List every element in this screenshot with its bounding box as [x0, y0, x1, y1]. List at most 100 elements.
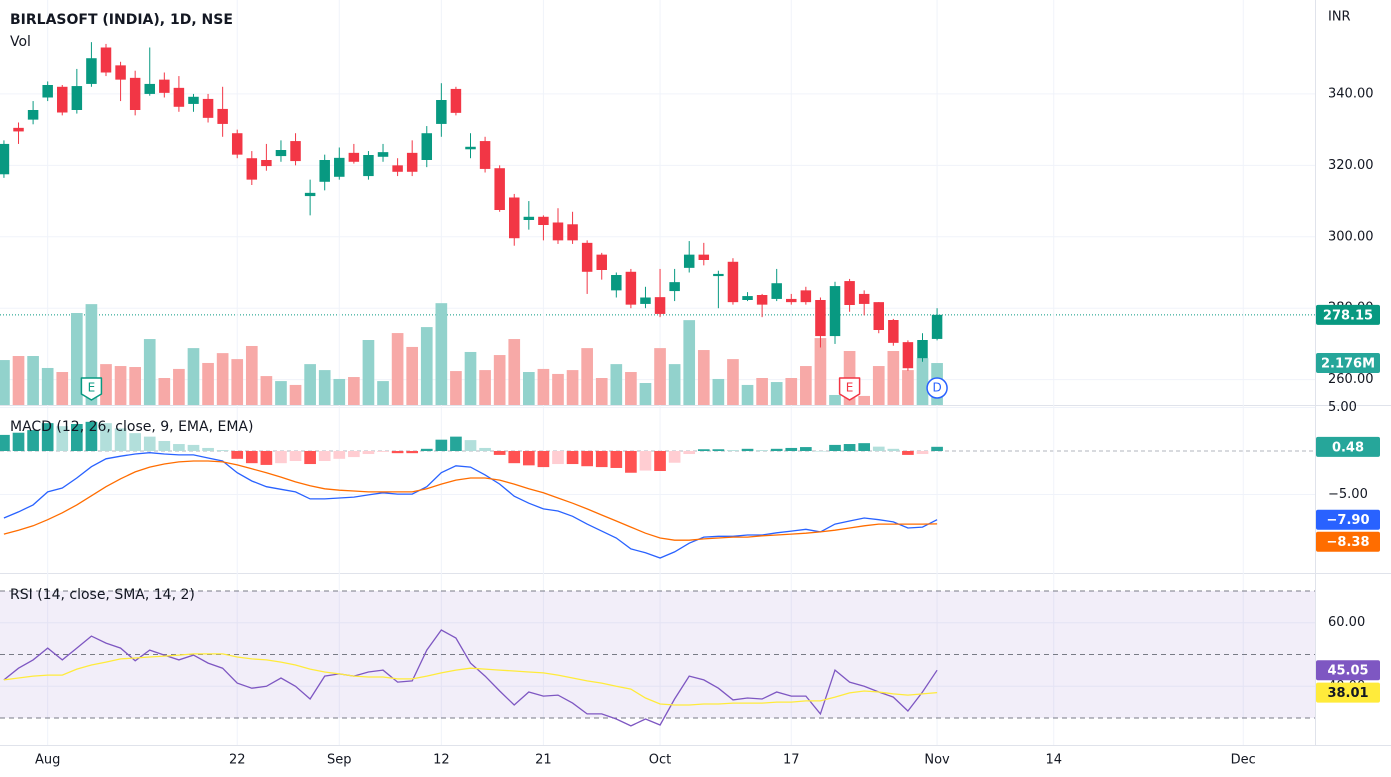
candle-body [786, 298, 797, 303]
volume-bar [85, 304, 98, 405]
histogram-bar [333, 450, 346, 459]
candle-body [202, 98, 214, 118]
y-tick-label: 340.00 [1328, 86, 1374, 101]
volume-bar [348, 377, 360, 405]
series-line [3, 629, 938, 727]
rsi-title: RSI (14, close, SMA, 14, 2) [10, 587, 195, 603]
histogram-bar [683, 450, 696, 455]
volume-bar [450, 371, 462, 405]
histogram-bar [508, 450, 521, 464]
x-tick-label: Dec [1231, 753, 1256, 768]
volume-bar [202, 362, 214, 405]
candle-body [100, 47, 112, 73]
histogram-bar [71, 424, 83, 451]
candle-body [931, 314, 943, 339]
volume-bar [289, 384, 302, 405]
value-label: 2.176M [1321, 357, 1375, 372]
x-tick-label: 22 [229, 753, 246, 768]
candle-body [888, 320, 899, 343]
histogram-bar [0, 434, 10, 451]
y-tick-label: 5.00 [1328, 400, 1357, 415]
histogram-bar [537, 450, 550, 468]
candle-body [377, 152, 389, 157]
volume-bar [406, 346, 419, 405]
histogram-bar [275, 450, 287, 464]
y-tick-label: −5.00 [1328, 487, 1368, 502]
volume-bar [231, 359, 244, 405]
histogram-bar [595, 450, 608, 468]
histogram-bar [12, 432, 25, 451]
candle-body [654, 297, 666, 314]
volume-bar [829, 394, 841, 405]
histogram-bar [114, 428, 127, 451]
volume-bar [71, 313, 83, 405]
x-tick-label: Aug [35, 753, 60, 768]
histogram-bar [625, 450, 637, 473]
candle-body [494, 168, 505, 210]
histogram-bar [435, 439, 448, 451]
candle-body [844, 281, 855, 305]
value-label: 45.05 [1327, 664, 1368, 679]
x-tick-label: 12 [433, 753, 450, 768]
candle-body [902, 342, 914, 369]
volume-bar [56, 372, 69, 405]
histogram-bar [420, 448, 433, 451]
y-tick-label: 260.00 [1328, 372, 1374, 387]
volume-bar [143, 339, 156, 405]
candle-body [57, 86, 68, 113]
y-tick-label: 300.00 [1328, 229, 1374, 244]
histogram-bar [173, 444, 185, 451]
histogram-bar [931, 446, 943, 451]
volume-bar [41, 367, 54, 405]
histogram-bar [260, 450, 273, 465]
volume-bar [479, 370, 491, 405]
x-tick-label: 14 [1045, 753, 1062, 768]
histogram-bar [770, 448, 783, 451]
histogram-bar [829, 444, 841, 451]
histogram-bar [158, 440, 171, 451]
candle-body [596, 254, 607, 270]
candle-body [86, 58, 97, 84]
candle-body [508, 197, 520, 239]
candle-body [567, 224, 578, 241]
histogram-bar [712, 449, 725, 451]
candle-body [42, 85, 53, 98]
histogram-bar [872, 446, 885, 451]
volume-title: Vol [10, 34, 31, 50]
volume-bar [114, 366, 127, 405]
volume-bar [420, 327, 433, 405]
histogram-bar [756, 450, 768, 451]
y-tick-label: 320.00 [1328, 158, 1374, 173]
volume-bar [697, 350, 710, 405]
candle-body [727, 261, 739, 303]
histogram-bar [304, 450, 316, 465]
volume-bar [610, 364, 623, 405]
histogram-bar [916, 450, 929, 455]
candle-body [858, 293, 870, 304]
value-label-bg [1316, 509, 1380, 530]
volume-bar [362, 340, 375, 405]
candle-body [406, 152, 418, 172]
volume-bar [187, 348, 200, 405]
candle-body [421, 133, 433, 160]
histogram-bar [348, 450, 360, 458]
volume-bar [12, 356, 25, 405]
histogram-bar [216, 450, 229, 451]
candle-body [625, 271, 637, 305]
candle-body [261, 160, 272, 167]
histogram-bar [202, 447, 214, 451]
candle-body [669, 282, 680, 292]
histogram-bar [581, 450, 593, 467]
volume-bar [158, 378, 171, 405]
currency-label: INR [1328, 10, 1351, 25]
event-label: E [88, 381, 96, 395]
histogram-bar [318, 450, 331, 461]
volume-bar [260, 376, 273, 405]
histogram-bar [143, 436, 156, 451]
volume-bar [770, 382, 783, 405]
candle-body [275, 150, 287, 157]
volume-bar [275, 381, 287, 405]
candle-body [392, 165, 403, 172]
